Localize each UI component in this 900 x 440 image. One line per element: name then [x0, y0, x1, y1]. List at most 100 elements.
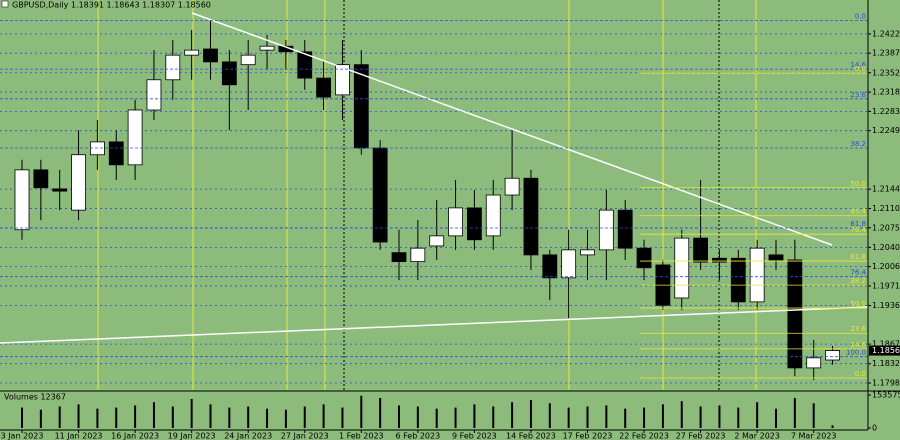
- x-tick-label: 27 Feb 2023: [676, 432, 726, 440]
- candle-body: [429, 235, 445, 247]
- fib-label: 0.0: [855, 12, 866, 20]
- candle-body: [730, 257, 746, 303]
- fib-label: 61.8: [850, 253, 866, 261]
- x-tick-label: 11 Jan 2023: [55, 432, 103, 440]
- candle-body: [184, 49, 200, 56]
- volume-pane: [21, 395, 834, 428]
- y-tick-label: 1.21100: [872, 204, 900, 213]
- fib-label: 14.6: [850, 341, 866, 349]
- last-price-label: 1.18560: [872, 346, 900, 355]
- x-tick-label: 7 Mar 2023: [791, 432, 837, 440]
- candle-body: [598, 209, 614, 251]
- volume-tick-label: 153575: [872, 391, 900, 400]
- candle-body: [561, 249, 577, 279]
- y-tick-label: 1.19365: [872, 301, 900, 310]
- y-tick-label: 1.24220: [872, 29, 900, 38]
- candle-body: [52, 188, 68, 192]
- candle-body: [636, 247, 652, 269]
- candles: [14, 19, 840, 381]
- fib-label: 76.4: [850, 226, 866, 234]
- fib-label: 0.0: [855, 370, 866, 378]
- fib-label: 76.4: [850, 269, 866, 277]
- candle-body: [504, 177, 520, 196]
- candle-body: [146, 79, 162, 111]
- x-tick-label: 1 Feb 2023: [339, 432, 384, 440]
- vertical-markers: [97, 0, 757, 390]
- candle-body: [240, 54, 256, 66]
- candle-body: [316, 77, 332, 98]
- fib-label: 38.2: [850, 277, 866, 285]
- candle-body: [787, 259, 803, 369]
- y-tick-label: 1.17980: [872, 379, 900, 388]
- y-tick-label: 1.22835: [872, 107, 900, 116]
- fib-label: 23.6: [850, 325, 866, 333]
- trend-line: [0, 306, 869, 344]
- fib-label: 50.0: [850, 180, 866, 188]
- candle-body: [127, 109, 143, 166]
- candle-body: [165, 54, 181, 81]
- fib-label: 100.0: [846, 349, 866, 357]
- fib-label: 85.4: [850, 208, 866, 216]
- candle-body: [523, 177, 539, 256]
- fib-label: 0.0: [855, 65, 866, 73]
- candle-body: [410, 247, 426, 263]
- candle-body: [768, 254, 784, 261]
- y-tick-label: 1.18675: [872, 340, 900, 349]
- candle-body: [33, 169, 49, 189]
- candle-body: [485, 194, 501, 237]
- candle-body: [749, 247, 765, 303]
- fib-label: 14.6: [850, 61, 866, 69]
- y-tick-label: 1.19715: [872, 281, 900, 290]
- candle-body: [825, 350, 840, 361]
- y-tick-label: 1.23180: [872, 88, 900, 97]
- candle-body: [712, 257, 727, 263]
- axes: 1.24220 1.23875 1.23525 1.23180 1.22835 1.224…: [1, 29, 900, 440]
- fib-label: 50.0: [850, 300, 866, 308]
- y-tick-label: 1.18325: [872, 359, 900, 368]
- candle-body: [259, 45, 275, 51]
- y-tick-label: 1.23875: [872, 49, 900, 58]
- y-tick-label: 1.22490: [872, 126, 900, 135]
- volume-tick-label: 0: [872, 424, 877, 433]
- candle-body: [617, 209, 633, 249]
- candle-body: [448, 207, 463, 237]
- last-price-box: [869, 345, 900, 356]
- fib-label: 61.8: [850, 220, 866, 228]
- fib-label: 38.2: [850, 140, 866, 148]
- x-tick-label: 27 Jan 2023: [281, 432, 329, 440]
- volume-label: Volumes 12367: [4, 393, 66, 402]
- grid: [0, 33, 868, 384]
- y-tick-label: 1.20755: [872, 223, 900, 232]
- candle-body: [335, 64, 350, 96]
- y-tick-label: 1.20405: [872, 243, 900, 252]
- x-tick-label: 16 Jan 2023: [111, 432, 159, 440]
- x-tick-label: 2 Mar 2023: [734, 432, 780, 440]
- fib-label: 23.6: [850, 91, 866, 99]
- x-tick-label: 6 Feb 2023: [395, 432, 440, 440]
- fibonacci-levels: 0.014.623.638.261.876.4100.00.050.085.47…: [0, 12, 868, 379]
- candle-body: [71, 154, 86, 211]
- chart-title: GBPUSD,Daily 1.18391 1.18643 1.18307 1.1…: [12, 1, 211, 10]
- candle-body: [353, 64, 369, 149]
- symbol-icon: [1, 0, 9, 8]
- x-tick-label: 24 Jan 2023: [224, 432, 272, 440]
- candle-body: [221, 61, 237, 86]
- x-tick-label: 3 Jan 2023: [1, 432, 44, 440]
- candle-body: [297, 51, 313, 79]
- y-tick-label: 1.23525: [872, 68, 900, 77]
- x-tick-label: 9 Feb 2023: [452, 432, 497, 440]
- candle-body: [674, 237, 690, 299]
- candle-body: [466, 207, 482, 241]
- x-tick-label: 19 Jan 2023: [168, 432, 216, 440]
- candle-body: [580, 249, 595, 256]
- candle-body: [108, 141, 124, 166]
- candle-body: [693, 237, 708, 263]
- x-tick-label: 22 Feb 2023: [619, 432, 669, 440]
- candle-body: [391, 252, 407, 263]
- y-tick-label: 1.21445: [872, 185, 900, 194]
- x-tick-label: 14 Feb 2023: [506, 432, 556, 440]
- candle-body: [806, 357, 822, 369]
- x-tick-label: 17 Feb 2023: [563, 432, 613, 440]
